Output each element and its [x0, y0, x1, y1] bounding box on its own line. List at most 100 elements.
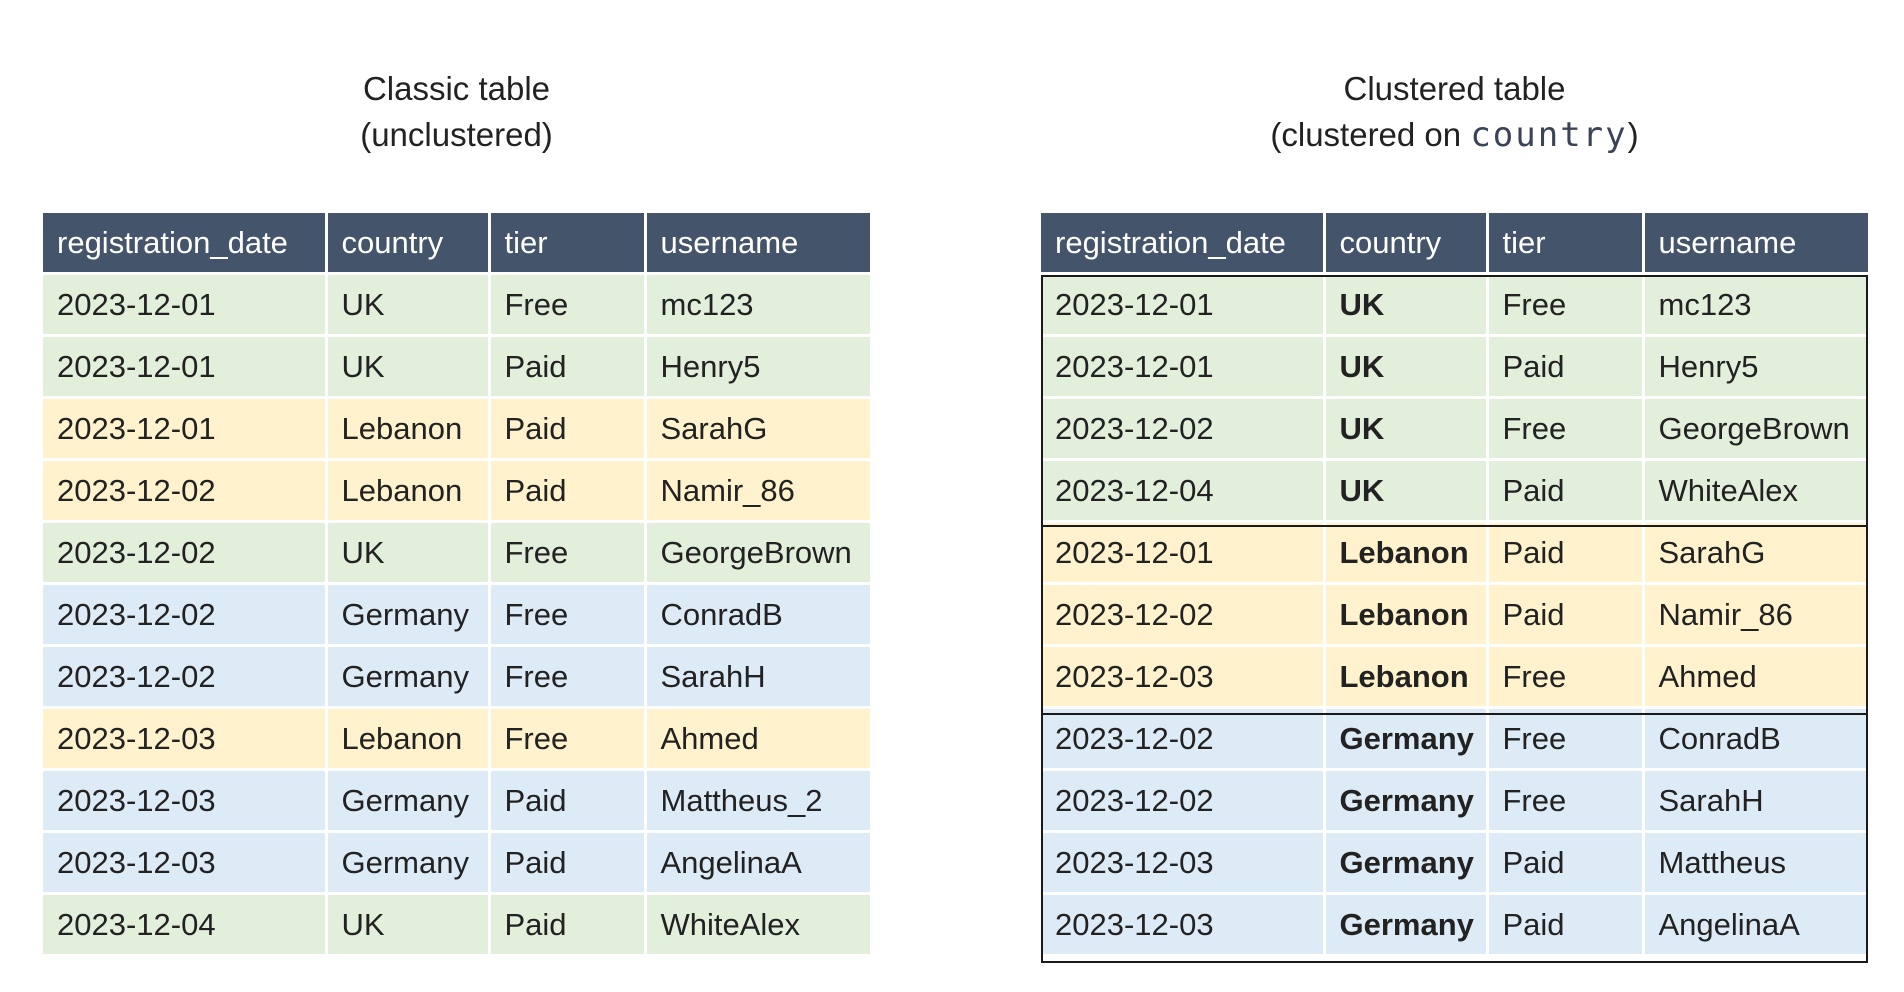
cell-country: Germany [1324, 893, 1489, 957]
table-row: 2023-12-03 Lebanon Free Ahmed [1041, 645, 1868, 709]
header-tier: tier [489, 213, 647, 275]
cell-country: Lebanon [1324, 645, 1489, 709]
table-row: 2023-12-01 UK Free mc123 [43, 273, 870, 337]
cell-registration-date: 2023-12-03 [43, 831, 328, 895]
clustered-title-line2: (clustered on country) [1041, 112, 1868, 158]
cell-username: SarahG [645, 397, 870, 461]
cell-registration-date: 2023-12-01 [43, 335, 328, 399]
cell-username: SarahH [1643, 769, 1868, 833]
clustered-title-prefix: (clustered on [1270, 116, 1471, 153]
table-row: 2023-12-01 UK Paid Henry5 [1041, 335, 1868, 399]
table-row: 2023-12-03 Germany Paid AngelinaA [1041, 893, 1868, 957]
table-row: 2023-12-04 UK Paid WhiteAlex [1041, 459, 1868, 523]
cell-username: ConradB [1643, 707, 1868, 771]
table-row: 2023-12-03 Germany Paid AngelinaA [43, 831, 870, 895]
cell-registration-date: 2023-12-02 [43, 645, 328, 709]
cell-country: UK [1324, 459, 1489, 523]
cell-username: Namir_86 [1643, 583, 1868, 647]
cell-tier: Free [1487, 769, 1645, 833]
clustered-title-line1: Clustered table [1343, 70, 1566, 107]
cell-registration-date: 2023-12-04 [43, 893, 328, 957]
cell-country: UK [326, 893, 491, 957]
cell-tier: Paid [489, 397, 647, 461]
cell-tier: Free [489, 583, 647, 647]
cell-username: AngelinaA [645, 831, 870, 895]
clustered-table-title: Clustered table (clustered on country) [1041, 66, 1868, 158]
table-row: 2023-12-01 UK Free mc123 [1041, 273, 1868, 337]
cell-country: Lebanon [326, 397, 491, 461]
cell-tier: Paid [1487, 831, 1645, 895]
cell-tier: Free [1487, 645, 1645, 709]
cell-country: UK [326, 273, 491, 337]
clustered-table-body: 2023-12-01 UK Free mc123 2023-12-01 UK Paid Hen… [1041, 273, 1868, 957]
cell-tier: Paid [489, 459, 647, 523]
cell-registration-date: 2023-12-01 [43, 397, 328, 461]
cell-username: Namir_86 [645, 459, 870, 523]
header-country: country [326, 213, 491, 275]
clustered-title-suffix: ) [1627, 116, 1639, 153]
cell-country: Germany [326, 583, 491, 647]
table-row: 2023-12-02 Germany Free SarahH [1041, 769, 1868, 833]
table-row: 2023-12-02 Germany Free SarahH [43, 645, 870, 709]
cell-registration-date: 2023-12-02 [1041, 707, 1326, 771]
clustered-table: registration_date country tier username … [1041, 213, 1868, 957]
cell-username: GeorgeBrown [645, 521, 870, 585]
table-row: 2023-12-01 UK Paid Henry5 [43, 335, 870, 399]
table-row: 2023-12-04 UK Paid WhiteAlex [43, 893, 870, 957]
cell-registration-date: 2023-12-01 [1041, 335, 1326, 399]
cell-registration-date: 2023-12-03 [43, 769, 328, 833]
cell-country: UK [326, 521, 491, 585]
cell-tier: Free [489, 707, 647, 771]
cell-registration-date: 2023-12-02 [1041, 769, 1326, 833]
cell-username: WhiteAlex [645, 893, 870, 957]
header-username: username [1643, 213, 1868, 275]
cell-username: GeorgeBrown [1643, 397, 1868, 461]
table-row: 2023-12-03 Germany Paid Mattheus [1041, 831, 1868, 895]
cell-username: ConradB [645, 583, 870, 647]
cell-country: Germany [326, 645, 491, 709]
cell-tier: Paid [489, 335, 647, 399]
table-row: 2023-12-02 Lebanon Paid Namir_86 [43, 459, 870, 523]
cell-country: UK [1324, 397, 1489, 461]
cell-registration-date: 2023-12-03 [1041, 645, 1326, 709]
classic-title-line1: Classic table [362, 70, 551, 107]
cell-tier: Paid [489, 831, 647, 895]
cell-registration-date: 2023-12-01 [43, 273, 328, 337]
cell-country: Germany [1324, 769, 1489, 833]
cell-tier: Free [489, 521, 647, 585]
cell-tier: Free [1487, 707, 1645, 771]
table-row: 2023-12-02 UK Free GeorgeBrown [43, 521, 870, 585]
cell-username: mc123 [1643, 273, 1868, 337]
header-registration-date: registration_date [43, 213, 328, 275]
cell-username: WhiteAlex [1643, 459, 1868, 523]
header-tier: tier [1487, 213, 1645, 275]
table-row: 2023-12-02 Lebanon Paid Namir_86 [1041, 583, 1868, 647]
cell-registration-date: 2023-12-02 [43, 459, 328, 523]
header-registration-date: registration_date [1041, 213, 1326, 275]
cell-country: Germany [1324, 707, 1489, 771]
cell-tier: Paid [1487, 459, 1645, 523]
classic-table-title: Classic table (unclustered) [43, 66, 870, 158]
cell-country: Lebanon [1324, 521, 1489, 585]
cell-registration-date: 2023-12-02 [1041, 583, 1326, 647]
cell-username: Mattheus [1643, 831, 1868, 895]
table-row: 2023-12-03 Germany Paid Mattheus_2 [43, 769, 870, 833]
cell-tier: Paid [1487, 521, 1645, 585]
cell-tier: Paid [489, 893, 647, 957]
cell-registration-date: 2023-12-01 [1041, 521, 1326, 585]
cell-registration-date: 2023-12-04 [1041, 459, 1326, 523]
header-country: country [1324, 213, 1489, 275]
cell-tier: Paid [1487, 893, 1645, 957]
cell-tier: Free [489, 273, 647, 337]
cell-username: Ahmed [645, 707, 870, 771]
cell-country: Germany [326, 831, 491, 895]
cell-username: Mattheus_2 [645, 769, 870, 833]
cell-username: Ahmed [1643, 645, 1868, 709]
cell-username: AngelinaA [1643, 893, 1868, 957]
cell-registration-date: 2023-12-01 [1041, 273, 1326, 337]
header-username: username [645, 213, 870, 275]
classic-header-row: registration_date country tier username [43, 213, 870, 275]
clustered-title-code: country [1470, 115, 1628, 155]
cell-username: Henry5 [645, 335, 870, 399]
clustered-header-row: registration_date country tier username [1041, 213, 1868, 275]
